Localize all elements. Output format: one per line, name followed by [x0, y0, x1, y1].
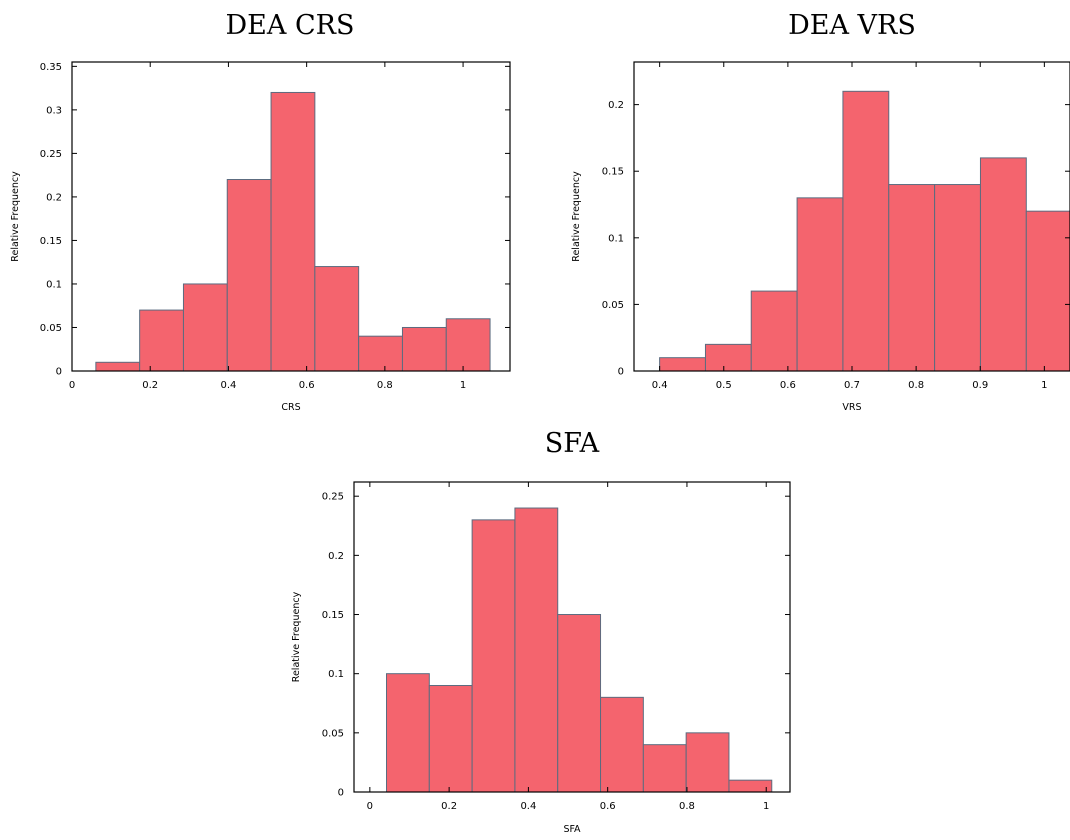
x-tick-label-vrs-5: 0.9 — [972, 380, 988, 391]
y-tick-label-vrs-3: 0.15 — [602, 167, 624, 178]
histogram-bar-vrs-5 — [888, 184, 936, 372]
x-axis-label-crs: CRS — [281, 402, 300, 413]
y-tick-label-sfa-4: 0.2 — [328, 551, 344, 562]
x-tick-label-vrs-0: 0.4 — [652, 380, 668, 391]
histogram-bar-crs-8 — [445, 318, 491, 372]
histogram-bar-vrs-6 — [934, 184, 981, 372]
x-axis-label-vrs: VRS — [842, 402, 861, 413]
chart-title-sfa: SFA — [544, 428, 600, 459]
y-tick-label-vrs-1: 0.05 — [602, 300, 624, 311]
y-tick-label-crs-1: 0.05 — [40, 323, 62, 334]
x-tick-label-sfa-2: 0.4 — [520, 801, 536, 812]
chart-title-crs: DEA CRS — [225, 10, 355, 41]
x-tick-label-vrs-2: 0.6 — [780, 380, 796, 391]
plot-frame-crs — [71, 61, 511, 372]
y-tick-label-crs-3: 0.15 — [40, 236, 62, 247]
y-tick-label-vrs-4: 0.2 — [608, 100, 624, 111]
histogram-bar-vrs-2 — [750, 290, 798, 372]
y-tick-label-crs-6: 0.3 — [46, 105, 62, 116]
x-tick-label-crs-4: 0.8 — [377, 380, 393, 391]
histogram-bar-sfa-7 — [685, 732, 730, 793]
x-axis-label-sfa: SFA — [563, 824, 581, 835]
y-tick-label-sfa-1: 0.05 — [322, 728, 344, 739]
histogram-bar-vrs-8 — [1025, 210, 1070, 372]
histogram-bar-vrs-3 — [796, 197, 844, 372]
histogram-bar-sfa-6 — [642, 744, 687, 793]
x-tick-label-sfa-3: 0.6 — [600, 801, 616, 812]
x-tick-label-vrs-1: 0.5 — [716, 380, 732, 391]
histogram-bar-sfa-0 — [386, 673, 430, 793]
plot-frame-sfa — [353, 481, 791, 793]
x-tick-label-sfa-1: 0.2 — [441, 801, 457, 812]
y-axis-label-crs: Relative Frequency — [10, 171, 21, 262]
x-tick-label-vrs-3: 0.7 — [844, 380, 860, 391]
x-tick-label-sfa-0: 0 — [367, 801, 373, 812]
y-tick-label-vrs-2: 0.1 — [608, 233, 624, 244]
x-tick-label-sfa-4: 0.8 — [679, 801, 695, 812]
y-tick-label-crs-4: 0.2 — [46, 192, 62, 203]
x-tick-label-crs-5: 1 — [460, 380, 466, 391]
chart-svg-vrs: 0.4 0.5 0.6 0.7 0.8 0.9 1 0 0.05 0.1 0.15 0.2 VRS Rel… — [571, 61, 1070, 413]
histogram-bar-sfa-1 — [428, 685, 473, 793]
x-tick-label-vrs-4: 0.8 — [908, 380, 924, 391]
chart-title-vrs: DEA VRS — [788, 10, 916, 41]
histogram-bar-vrs-4 — [842, 90, 890, 372]
histogram-bar-crs-7 — [401, 326, 447, 372]
y-axis-label-sfa: Relative Frequency — [291, 591, 302, 682]
chart-panel-vrs: 0.4 0.5 0.6 0.7 0.8 0.9 1 0 0.05 0.1 0.15 0.2 VRS Rel… — [571, 61, 1070, 413]
y-tick-label-sfa-0: 0 — [338, 788, 344, 799]
x-tick-label-sfa-5: 1 — [763, 801, 769, 812]
histogram-bar-sfa-5 — [600, 696, 644, 793]
y-tick-label-crs-2: 0.1 — [46, 279, 62, 290]
y-tick-label-sfa-5: 0.25 — [322, 492, 344, 503]
chart-panel-crs: 0 0.2 0.4 0.6 0.8 1 0 0.05 0.1 0.15 0.2 0.25 0.3 0.35… — [0, 0, 535, 420]
y-axis-label-vrs: Relative Frequency — [571, 171, 582, 262]
y-tick-label-crs-5: 0.25 — [40, 149, 62, 160]
histogram-bar-sfa-8 — [728, 779, 773, 793]
x-tick-label-vrs-6: 1 — [1041, 380, 1047, 391]
y-tick-label-vrs-0: 0 — [618, 367, 624, 378]
y-tick-label-crs-7: 0.35 — [40, 62, 62, 73]
x-tick-label-crs-0: 0 — [69, 380, 75, 391]
y-tick-label-crs-0: 0 — [56, 367, 62, 378]
histogram-bar-sfa-3 — [514, 507, 559, 793]
histogram-bar-sfa-2 — [471, 519, 516, 793]
x-tick-label-crs-2: 0.4 — [220, 380, 236, 391]
x-tick-label-crs-3: 0.6 — [299, 380, 315, 391]
histogram-bar-crs-1 — [139, 309, 184, 372]
chart-svg-crs: 0 0.2 0.4 0.6 0.8 1 0 0.05 0.1 0.15 0.2 0.25 0.3 0.35… — [10, 61, 511, 413]
histogram-bar-sfa-4 — [557, 614, 602, 793]
y-tick-label-sfa-3: 0.15 — [322, 610, 344, 621]
y-tick-label-sfa-2: 0.1 — [328, 669, 344, 680]
x-tick-label-crs-1: 0.2 — [142, 380, 158, 391]
